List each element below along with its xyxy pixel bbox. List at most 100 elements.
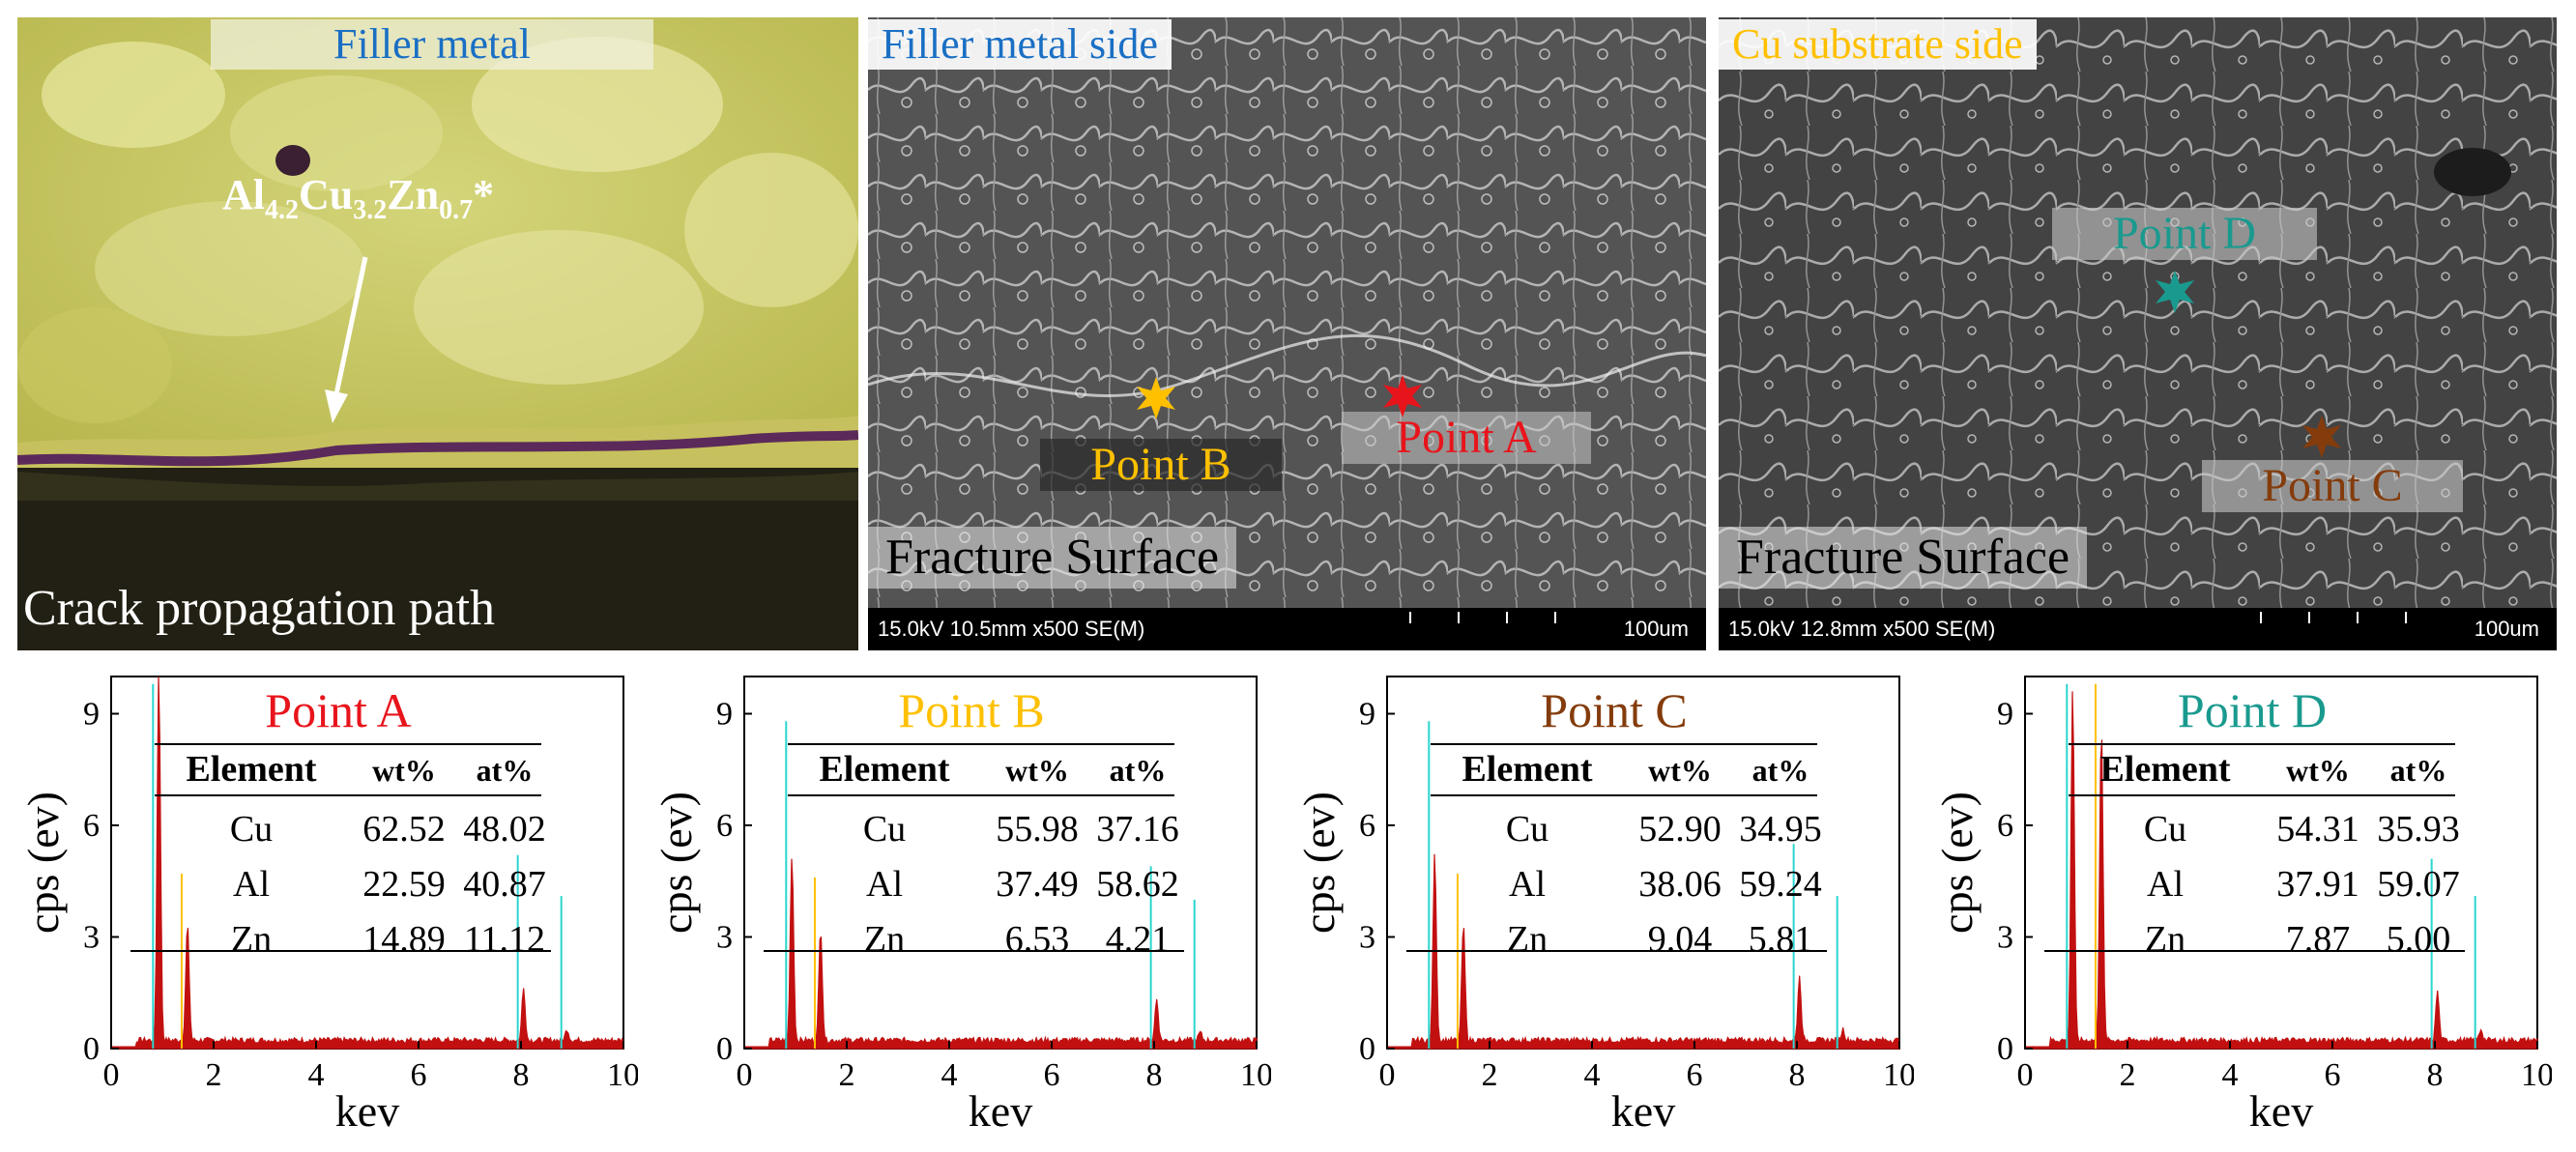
table-cell: 59.24 xyxy=(1739,864,1822,905)
x-tick-label: 0 xyxy=(737,1057,753,1093)
y-tick-label: 9 xyxy=(83,697,100,733)
x-tick-label: 6 xyxy=(1044,1057,1060,1093)
eds-chart-point-d: 0 2 4 6 8 10 0 3 6 9 kev cps (ev) Point D Element wt% a… xyxy=(1932,676,2552,1136)
point-b-label: Point B xyxy=(1040,439,1282,491)
sem-filler-scale: 100um xyxy=(1623,617,1689,641)
table-header-cell: at% xyxy=(1110,753,1167,788)
x-tick-label: 8 xyxy=(513,1057,530,1093)
y-axis-label: cps (ev) xyxy=(1294,792,1344,934)
table-cell: Cu xyxy=(230,809,273,850)
table-header-cell: wt% xyxy=(372,753,436,788)
x-tick-label: 0 xyxy=(103,1057,120,1093)
sem-cu-panel: Cu substrate side Point D Point C Fractu… xyxy=(1719,17,2557,650)
table-cell: 5.81 xyxy=(1749,919,1813,960)
table-header-cell: at% xyxy=(1752,753,1809,788)
table-cell: 48.02 xyxy=(463,809,546,850)
x-tick-label: 6 xyxy=(1687,1057,1703,1093)
table-cell: Zn xyxy=(231,919,272,960)
phase-element-zn: Zn xyxy=(387,171,440,218)
table-cell: Al xyxy=(866,864,903,905)
crack-arrow-icon xyxy=(325,256,368,423)
spectrum-trace xyxy=(110,676,624,1050)
sem-cu-title: Cu substrate side xyxy=(1719,19,2037,70)
table-cell: 5.00 xyxy=(2387,919,2451,960)
y-tick-label: 3 xyxy=(1997,920,2013,956)
x-tick-label: 8 xyxy=(1146,1057,1163,1093)
table-cell: Cu xyxy=(1506,809,1548,850)
optical-title: Filler metal xyxy=(211,19,653,70)
point-d-star-icon xyxy=(2156,271,2194,313)
x-tick-label: 6 xyxy=(2325,1057,2341,1093)
table-header-cell: wt% xyxy=(2286,753,2350,788)
x-tick-label: 10 xyxy=(1240,1057,1271,1093)
point-c-star-icon xyxy=(2302,416,2341,458)
table-cell: 7.87 xyxy=(2286,919,2351,960)
table-cell: Zn xyxy=(864,919,905,960)
sem-filler-fracture-label: Fracture Surface xyxy=(868,527,1237,589)
y-tick-label: 3 xyxy=(716,920,733,956)
sem-cu-info: 15.0kV 12.8mm x500 SE(M) xyxy=(1728,617,1996,641)
phase-star: * xyxy=(473,171,495,218)
x-tick-label: 4 xyxy=(308,1057,325,1093)
x-tick-label: 8 xyxy=(2427,1057,2444,1093)
optical-micrograph-panel: Filler metal Al4.2Cu3.2Zn0.7* Crack prop… xyxy=(17,17,858,650)
table-cell: Al xyxy=(1509,864,1546,905)
x-axis-label: kev xyxy=(1611,1086,1675,1136)
chart-title: Point D xyxy=(2178,683,2327,737)
y-tick-label: 3 xyxy=(83,920,100,956)
y-axis-label: cps (ev) xyxy=(1932,792,1982,934)
table-cell: 11.12 xyxy=(464,919,545,960)
x-tick-label: 10 xyxy=(607,1057,638,1093)
optical-micrograph-image xyxy=(17,17,858,650)
table-header-cell: Element xyxy=(186,749,316,790)
table-cell: 55.98 xyxy=(996,809,1079,850)
phase-sub-cu: 3.2 xyxy=(353,194,388,225)
table-cell: 58.62 xyxy=(1096,864,1179,905)
y-tick-label: 0 xyxy=(83,1031,100,1067)
sem-filler-panel: Filler metal side Point A Point B Fractu… xyxy=(868,17,1706,650)
optical-caption: Crack propagation path xyxy=(23,581,496,636)
chart-title: Point C xyxy=(1541,683,1687,737)
x-tick-label: 10 xyxy=(1883,1057,1914,1093)
x-tick-label: 2 xyxy=(1482,1057,1498,1093)
table-cell: 59.07 xyxy=(2377,864,2460,905)
x-tick-label: 6 xyxy=(411,1057,427,1093)
y-tick-label: 9 xyxy=(1359,697,1375,733)
point-b-star-icon xyxy=(1137,377,1175,419)
table-cell: Cu xyxy=(863,809,906,850)
table-header-cell: at% xyxy=(2390,753,2447,788)
table-cell: 37.16 xyxy=(1096,809,1179,850)
sem-filler-title: Filler metal side xyxy=(868,19,1172,70)
chart-title: Point A xyxy=(265,683,411,737)
table-cell: Zn xyxy=(2145,919,2185,960)
y-tick-label: 6 xyxy=(716,808,733,844)
y-tick-label: 0 xyxy=(716,1031,733,1067)
spectrum-trace xyxy=(2024,691,2538,1050)
x-tick-label: 0 xyxy=(1379,1057,1396,1093)
phase-element-al: Al xyxy=(222,171,265,218)
sem-cu-info-bar: 15.0kV 12.8mm x500 SE(M) 100um xyxy=(1719,608,2557,650)
phase-label: Al4.2Cu3.2Zn0.7* xyxy=(222,170,494,226)
table-cell: 9.04 xyxy=(1648,919,1713,960)
table-header-cell: Element xyxy=(1462,749,1592,790)
table-header-cell: Element xyxy=(2099,749,2230,790)
x-tick-label: 10 xyxy=(2521,1057,2552,1093)
y-tick-label: 9 xyxy=(1997,697,2013,733)
table-header-cell: wt% xyxy=(1648,753,1712,788)
y-axis-label: cps (ev) xyxy=(18,792,68,934)
table-cell: 52.90 xyxy=(1638,809,1722,850)
y-tick-label: 0 xyxy=(1997,1031,2013,1067)
table-cell: 34.95 xyxy=(1739,809,1822,850)
table-cell: Zn xyxy=(1507,919,1548,960)
point-a-star-icon xyxy=(1383,375,1422,418)
table-cell: 40.87 xyxy=(463,864,546,905)
sem-filler-info-bar: 15.0kV 10.5mm x500 SE(M) 100um xyxy=(868,608,1706,650)
table-header-cell: at% xyxy=(477,753,534,788)
table-cell: Al xyxy=(233,864,270,905)
sem-filler-info: 15.0kV 10.5mm x500 SE(M) xyxy=(878,617,1145,641)
x-axis-label: kev xyxy=(969,1086,1032,1136)
spectrum-trace xyxy=(743,858,1258,1050)
eds-chart-point-b: 0 2 4 6 8 10 0 3 6 9 kev cps (ev) Point B Element wt% a… xyxy=(651,676,1271,1136)
spectrum-trace xyxy=(1386,853,1900,1050)
table-cell: 14.89 xyxy=(362,919,446,960)
